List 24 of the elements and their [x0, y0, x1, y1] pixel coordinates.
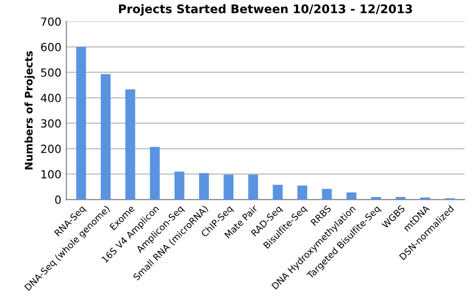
y-tick-label: 600 [41, 42, 61, 52]
bar [371, 197, 381, 200]
y-tick-label: 400 [40, 94, 61, 102]
bar [76, 46, 86, 200]
bar [396, 197, 406, 200]
y-tick-label: 700 [41, 17, 61, 26]
bar [125, 89, 136, 200]
bar [272, 184, 283, 200]
y-tick-label: 0 [55, 196, 61, 204]
bar [150, 146, 160, 200]
y-tick-label: 300 [41, 119, 61, 128]
bar [322, 188, 332, 200]
y-axis-title: Numbers of Projects [24, 51, 35, 170]
y-tick-label: 500 [41, 68, 61, 77]
chart-title: Projects Started Between 10/2013 - 12/2013 [119, 4, 412, 16]
bar [224, 174, 234, 200]
bar [297, 186, 308, 200]
bar [248, 174, 258, 200]
bar [174, 172, 184, 200]
y-tick-label: 200 [41, 144, 61, 154]
bar [199, 173, 209, 200]
bar [346, 192, 356, 200]
y-tick-label: 100 [42, 170, 61, 178]
bar [100, 74, 111, 200]
